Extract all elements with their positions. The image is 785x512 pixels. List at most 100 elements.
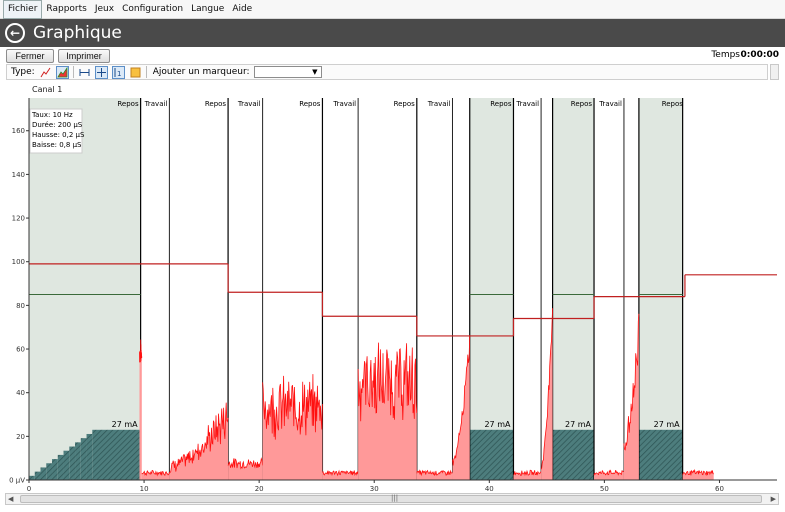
menu-bar: Fichier Rapports Jeux Configuration Lang… [0,0,785,19]
y-tick-label: 40 [16,389,25,397]
y-tick-label: 160 [12,127,25,135]
signal-line [682,468,714,476]
stim-ramp-step [63,450,70,480]
time-value: 0:00:00 [740,50,779,60]
menu-rapports[interactable]: Rapports [46,3,87,14]
svg-text:1: 1 [117,70,121,78]
rest-band [552,98,595,480]
phase-label: Travail [598,100,622,108]
stim-ramp-step [57,454,64,480]
toolbar-divider [72,66,74,78]
signal-line [322,469,359,477]
rest-band [638,98,683,480]
menu-aide[interactable]: Aide [232,3,253,14]
scroll-thumb[interactable]: ||| [20,494,762,503]
y-tick-label: 140 [12,171,25,179]
cursor-icon[interactable]: 1 [111,65,125,79]
x-tick-label: 30 [370,485,379,493]
signal-line [139,339,143,363]
signal-line [169,402,229,474]
menu-jeux[interactable]: Jeux [94,3,115,14]
area-chart-icon[interactable] [55,65,69,79]
line-chart-icon[interactable] [39,66,52,79]
signal-line [540,308,553,470]
signal-area [452,335,470,480]
signal-line [262,374,323,440]
y-tick-label: 120 [12,215,25,223]
toolbar-scroll[interactable] [770,64,779,80]
phase-label: Repos [662,100,684,108]
info-line: Hausse: 0,2 µS [32,131,85,139]
phase-label: Repos [117,100,139,108]
emg-chart: Repos Travail Repos Travail Repos Travail Repo… [9,98,777,493]
signal-line [141,470,170,477]
stim-label: 27 mA [484,420,511,429]
phase-label: Travail [515,100,539,108]
x-tick-label: 10 [140,485,149,493]
phase-label: Repos [571,100,593,108]
stim-ramp-step [34,471,41,480]
phase-label: Repos [490,100,512,108]
x-tick-label: 20 [255,485,264,493]
phase-label: Travail [144,100,168,108]
y-tick-label: 0 µV [9,477,25,485]
signal-area [139,339,142,480]
menu-fichier[interactable]: Fichier [3,0,43,19]
y-tick-label: 60 [16,346,25,354]
color-icon[interactable] [129,66,142,79]
rest-band [469,98,514,480]
stim-ramp-step [69,446,76,480]
signal-line [357,342,418,422]
signal-line [452,335,471,466]
chevron-down-icon: ▼ [312,68,318,76]
horizontal-scrollbar[interactable]: ◀ ||| ▶ [5,493,779,505]
channel-label: Canal 1 [32,85,63,94]
y-tick-label: 100 [12,258,25,266]
scroll-left-icon[interactable]: ◀ [8,495,14,503]
time-label: Temps [711,50,740,60]
info-line: Durée: 200 µS [32,121,83,129]
phase-label: Travail [237,100,261,108]
x-tick-label: 50 [600,485,609,493]
stim-block [638,429,683,480]
signal-line [623,313,640,451]
stim-block [552,429,595,480]
y-tick-label: 20 [16,433,25,441]
signal-area [262,374,323,480]
y-tick-label: 80 [16,302,25,310]
phase-label: Repos [394,100,416,108]
info-box [29,108,83,154]
stim-ramp-step [86,433,93,480]
stim-ramp-step [75,442,81,480]
signal-area [358,342,417,480]
signal-line [416,469,453,477]
phase-label: Travail [332,100,356,108]
stim-ramp-step [80,438,87,480]
scroll-right-icon[interactable]: ▶ [770,495,776,503]
title-bar: ← Graphique [0,19,785,47]
zoom-icon[interactable] [94,65,108,79]
print-button[interactable]: Imprimer [58,48,110,63]
stim-ramp-step [40,467,47,480]
signal-line [593,469,624,476]
x-tick-label: 0 [27,485,31,493]
info-line: Taux: 10 Hz [31,111,73,119]
stim-label: 27 mA [112,420,139,429]
marker-dropdown[interactable]: ▼ [253,66,322,78]
menu-langue[interactable]: Langue [191,3,225,14]
close-button[interactable]: Fermer [6,48,54,63]
stim-block [469,429,514,480]
stim-label: 27 mA [654,420,681,429]
stim-block [92,429,141,480]
page-title: Graphique [33,23,122,43]
add-marker-label: Ajouter un marqueur: [152,67,250,77]
x-tick-label: 40 [485,485,494,493]
signal-line [227,457,263,470]
stim-ramp-step [29,475,35,480]
menu-configuration[interactable]: Configuration [122,3,184,14]
back-arrow-icon[interactable]: ← [5,23,25,43]
chart-toolbar: Type: 1 Ajouter un marqueur: ▼ [6,64,768,80]
toolbar-divider [145,66,147,78]
rest-band [29,98,141,480]
fit-width-icon[interactable] [78,66,91,79]
